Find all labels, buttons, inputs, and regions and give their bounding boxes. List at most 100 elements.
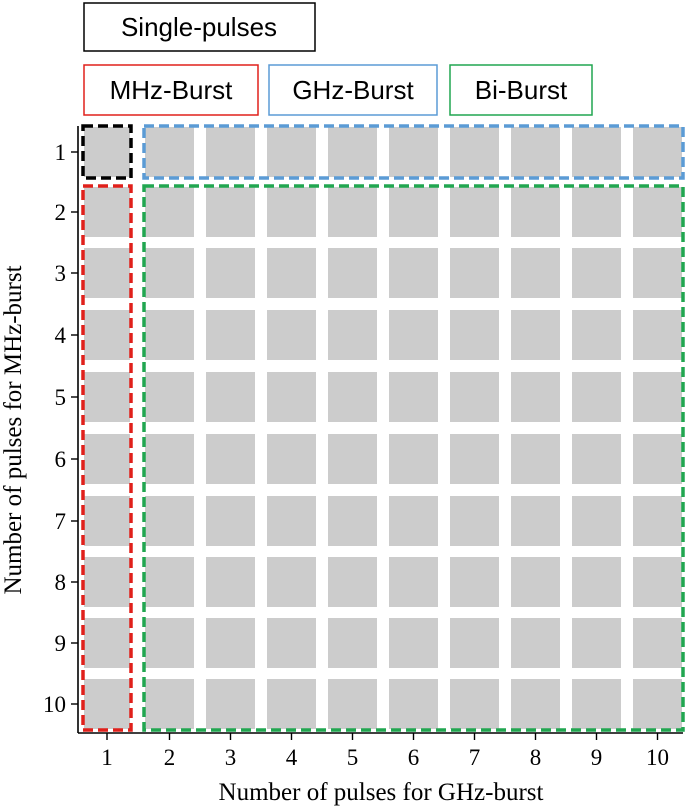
grid-cell-r5-c9 [572, 372, 621, 422]
grid-cell-r1-c4 [267, 127, 316, 177]
grid-cell-r5-c8 [511, 372, 560, 422]
single-pulses-region [81, 124, 133, 180]
grid-cell-r8-c3 [206, 557, 255, 607]
grid-cell-r2-c3 [206, 187, 255, 237]
grid-cell-r7-c3 [206, 496, 255, 546]
grid-cell-r9-c8 [511, 618, 560, 668]
grid-cell-r5-c3 [206, 372, 255, 422]
grid-cell-r8-c4 [267, 557, 316, 607]
grid-cell-r2-c1 [84, 187, 130, 237]
y-tick-label: 3 [55, 261, 67, 286]
x-tick-label: 1 [101, 745, 113, 770]
grid-cell-r3-c5 [328, 248, 377, 298]
grid-cell-r6-c4 [267, 434, 316, 484]
x-tick-label: 2 [164, 745, 176, 770]
grid-cell-r4-c9 [572, 310, 621, 360]
grid-cell-r8-c9 [572, 557, 621, 607]
legend: Single-pulses MHz-Burst GHz-Burst Bi-Bur… [83, 2, 593, 116]
grid-cell-r3-c7 [450, 248, 499, 298]
grid-cell-r9-c4 [267, 618, 316, 668]
grid-cell-r9-c1 [84, 618, 130, 668]
grid-cell-r3-c3 [206, 248, 255, 298]
grid-cell-r4-c3 [206, 310, 255, 360]
grid-cell-r4-c7 [450, 310, 499, 360]
grid-cell-r5-c6 [389, 372, 438, 422]
x-axis-ticks: 1 2 3 4 5 6 7 8 9 10 [101, 733, 669, 770]
grid-cell-r10-c10 [633, 679, 682, 729]
legend-ghz-burst-label: GHz-Burst [292, 75, 414, 105]
legend-mhz-burst-label: MHz-Burst [110, 75, 234, 105]
grid-cell-r2-c6 [389, 187, 438, 237]
grid-cell-r6-c8 [511, 434, 560, 484]
grid-cell-r7-c6 [389, 496, 438, 546]
grid-cell-r9-c9 [572, 618, 621, 668]
grid-cell-r1-c7 [450, 127, 499, 177]
grid-cell-r1-c9 [572, 127, 621, 177]
x-tick-label: 7 [469, 745, 481, 770]
grid-cell-r4-c1 [84, 310, 130, 360]
legend-ghz-burst-box [268, 64, 438, 116]
grid-cell-r3-c10 [633, 248, 682, 298]
grid-cell-r7-c8 [511, 496, 560, 546]
y-tick-label: 9 [55, 631, 67, 656]
grid-cell-r8-c2 [145, 557, 194, 607]
grid-cell-r7-c7 [450, 496, 499, 546]
grid-cell-r3-c6 [389, 248, 438, 298]
grid-cell-r9-c10 [633, 618, 682, 668]
region-outlines [81, 124, 685, 732]
grid-cell-r9-c7 [450, 618, 499, 668]
grid-cell-r3-c1 [84, 248, 130, 298]
grid-cell-r8-c7 [450, 557, 499, 607]
grid-cell-r8-c8 [511, 557, 560, 607]
legend-ghz-burst: GHz-Burst [268, 64, 438, 116]
grid-cell-r2-c9 [572, 187, 621, 237]
grid-cell-r4-c6 [389, 310, 438, 360]
grid-cell-r5-c4 [267, 372, 316, 422]
y-tick-label: 6 [55, 447, 67, 472]
ghz-burst-region [142, 124, 685, 180]
grid-cell-r2-c5 [328, 187, 377, 237]
legend-single-pulses-box [83, 2, 316, 52]
grid-cell-r3-c8 [511, 248, 560, 298]
x-axis-label: Number of pulses for GHz-burst [219, 779, 544, 806]
grid-cells [84, 127, 682, 729]
grid-cell-r2-c8 [511, 187, 560, 237]
grid-cell-r1-c1 [84, 127, 130, 177]
grid-cell-r4-c8 [511, 310, 560, 360]
y-tick-label: 2 [55, 200, 67, 225]
legend-single-pulses-label: Single-pulses [121, 12, 277, 42]
grid-cell-r2-c7 [450, 187, 499, 237]
grid-cell-r2-c2 [145, 187, 194, 237]
y-axis-label: Number of pulses for MHz-burst [0, 265, 27, 594]
x-tick-label: 8 [530, 745, 542, 770]
grid-cell-r3-c2 [145, 248, 194, 298]
x-tick-label: 3 [225, 745, 237, 770]
grid-cell-r2-c4 [267, 187, 316, 237]
grid-cell-r10-c4 [267, 679, 316, 729]
grid-cell-r1-c8 [511, 127, 560, 177]
grid-cell-r4-c5 [328, 310, 377, 360]
grid-cell-r6-c5 [328, 434, 377, 484]
grid-cell-r6-c10 [633, 434, 682, 484]
grid-cell-r10-c2 [145, 679, 194, 729]
grid-cell-r9-c3 [206, 618, 255, 668]
y-tick-label: 7 [55, 509, 67, 534]
x-tick-label: 4 [286, 745, 298, 770]
grid-cell-r1-c6 [389, 127, 438, 177]
legend-bi-burst-box [449, 64, 593, 116]
grid-cell-r4-c10 [633, 310, 682, 360]
grid-cell-r7-c9 [572, 496, 621, 546]
grid-cell-r6-c2 [145, 434, 194, 484]
y-tick-label: 10 [43, 692, 66, 717]
bi-burst-region [142, 184, 685, 732]
grid-cell-r6-c1 [84, 434, 130, 484]
grid-cell-r10-c6 [389, 679, 438, 729]
grid-cell-r1-c3 [206, 127, 255, 177]
x-tick-label: 9 [591, 745, 603, 770]
x-tick-label: 5 [347, 745, 359, 770]
legend-bi-burst: Bi-Burst [449, 64, 593, 116]
legend-mhz-burst-box [83, 64, 259, 116]
grid-cell-r10-c9 [572, 679, 621, 729]
grid-cell-r9-c2 [145, 618, 194, 668]
